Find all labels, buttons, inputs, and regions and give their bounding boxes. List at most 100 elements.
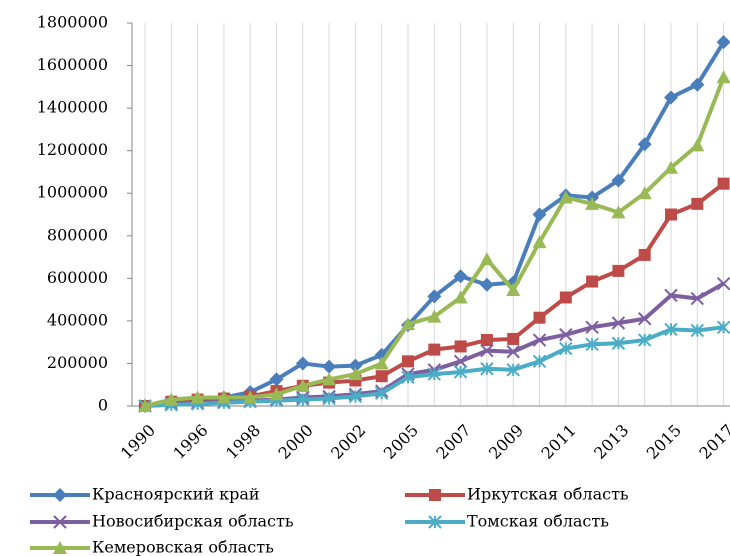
series-marker xyxy=(322,372,337,386)
x-tick-label: 2009 xyxy=(485,421,527,463)
legend-marker xyxy=(53,541,67,554)
series-marker xyxy=(637,312,652,326)
series-marker xyxy=(691,197,704,210)
series-marker xyxy=(428,343,441,356)
legend-label: Новосибирская область xyxy=(92,512,294,531)
series-marker xyxy=(401,370,415,384)
series-marker xyxy=(374,356,389,370)
y-tick-label: 800000 xyxy=(47,225,108,244)
series-marker xyxy=(322,391,336,406)
series-marker xyxy=(322,359,337,374)
series-marker xyxy=(716,320,730,334)
series-marker xyxy=(559,341,573,356)
series-marker xyxy=(558,190,573,204)
series-marker xyxy=(506,283,521,297)
x-tick-label: 2013 xyxy=(590,421,632,463)
series-marker xyxy=(611,316,626,330)
legend-marker xyxy=(428,515,442,529)
series-marker xyxy=(585,337,599,352)
series-marker xyxy=(716,35,730,50)
series-marker xyxy=(454,340,467,353)
x-tick-label: 1998 xyxy=(222,421,264,463)
series-marker xyxy=(611,336,626,350)
series-marker xyxy=(480,343,494,358)
series-marker xyxy=(375,370,388,383)
series-marker xyxy=(664,160,678,174)
series-marker xyxy=(506,345,520,359)
series-marker xyxy=(216,390,231,404)
series-marker xyxy=(664,322,678,337)
series-marker xyxy=(716,276,730,291)
legend-label: Иркутская область xyxy=(467,485,629,504)
series-marker xyxy=(348,367,363,381)
legend-label: Красноярский край xyxy=(92,485,260,504)
series-marker xyxy=(611,173,626,188)
series-marker xyxy=(138,399,152,412)
series-marker xyxy=(296,392,310,407)
series-marker xyxy=(453,269,468,284)
series-marker xyxy=(638,248,651,261)
series-marker xyxy=(637,186,652,200)
y-tick-label: 400000 xyxy=(47,310,108,329)
series-marker xyxy=(348,389,363,404)
series-marker xyxy=(664,288,678,303)
series-marker xyxy=(690,323,705,338)
y-tick-label: 200000 xyxy=(47,353,108,372)
legend-label: Кемеровская область xyxy=(92,538,274,556)
series-marker xyxy=(559,291,572,304)
series-marker xyxy=(717,177,730,190)
series-marker xyxy=(664,90,678,105)
series-marker xyxy=(532,235,547,249)
series-marker xyxy=(348,358,363,373)
series-marker xyxy=(427,289,442,304)
legend-label: Томская область xyxy=(467,512,609,531)
y-tick-label: 1200000 xyxy=(37,140,108,159)
series-marker xyxy=(665,208,677,221)
legend-marker xyxy=(53,488,67,502)
x-tick-label: 2000 xyxy=(275,421,317,463)
series-marker xyxy=(402,355,414,368)
y-tick-label: 1600000 xyxy=(37,55,108,74)
series-marker xyxy=(716,70,730,84)
series-marker xyxy=(637,333,652,347)
series-marker xyxy=(480,362,494,376)
series-marker xyxy=(453,365,468,379)
series-marker xyxy=(585,320,599,334)
y-tick-label: 1800000 xyxy=(37,13,108,32)
series-marker xyxy=(269,372,284,387)
series-marker xyxy=(637,137,652,152)
series-marker xyxy=(532,207,547,222)
y-tick-label: 0 xyxy=(98,396,108,415)
legend-marker xyxy=(53,515,67,529)
series-marker xyxy=(690,138,705,152)
series-marker xyxy=(453,290,468,304)
series-marker xyxy=(401,317,415,331)
series-marker xyxy=(427,309,442,323)
series-marker xyxy=(295,378,310,392)
series-marker xyxy=(427,367,442,381)
x-tick-label: 2015 xyxy=(643,421,685,463)
legend-marker xyxy=(429,489,441,501)
y-tick-label: 1400000 xyxy=(37,98,108,117)
series-marker xyxy=(453,354,468,369)
series-marker xyxy=(507,332,520,345)
series-marker xyxy=(559,328,573,342)
series-marker xyxy=(506,363,520,377)
x-tick-label: 2017 xyxy=(695,421,730,463)
series-marker xyxy=(586,275,599,288)
series-marker xyxy=(533,311,546,324)
series-marker xyxy=(690,291,705,306)
series-marker xyxy=(690,77,705,92)
series-marker xyxy=(479,252,494,266)
series-marker xyxy=(532,354,547,369)
series-marker xyxy=(612,264,625,277)
y-tick-label: 600000 xyxy=(47,268,108,287)
x-tick-label: 2002 xyxy=(327,421,369,463)
x-tick-label: 1990 xyxy=(117,421,159,463)
x-tick-label: 1996 xyxy=(169,421,211,463)
series-marker xyxy=(374,386,389,400)
y-tick-label: 1000000 xyxy=(37,183,108,202)
series-marker xyxy=(190,390,205,404)
x-tick-label: 2005 xyxy=(380,421,422,463)
